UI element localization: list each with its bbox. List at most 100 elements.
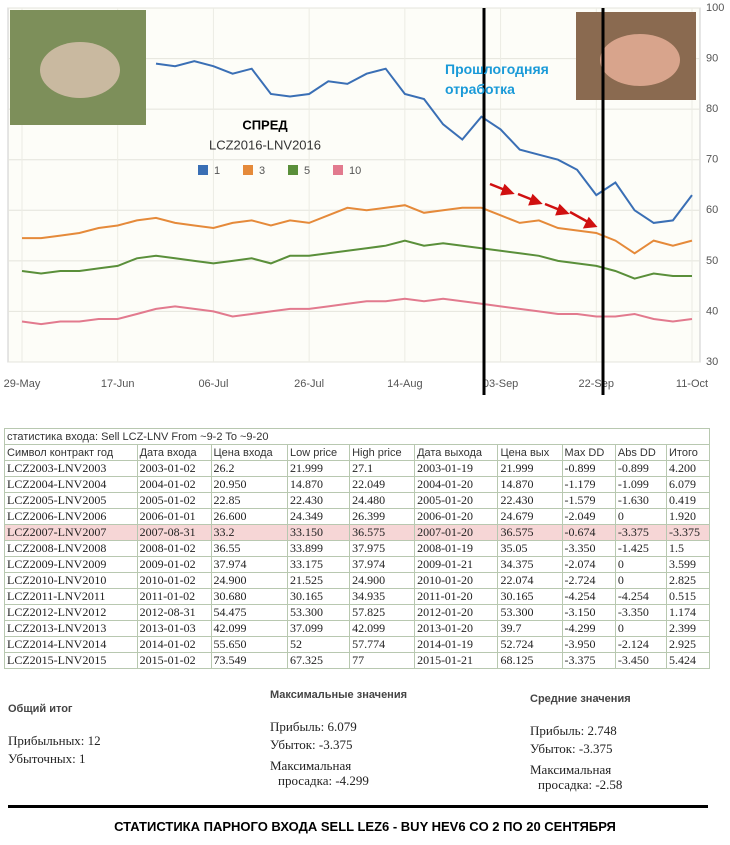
y-tick-label: 30 [706,356,718,368]
legend-label: 10 [349,165,361,177]
cell: 68.125 [497,652,563,669]
x-tick-label: 29-May [4,378,41,390]
table-row: LCZ2011-LNV2011 2011-01-02 30.680 30.165 34.… [4,588,710,605]
legend-swatch [288,165,298,175]
cell: 24.349 [286,508,351,525]
cell: 2011-01-20 [414,588,499,605]
cell: 2013-01-03 [136,620,212,637]
cell: 0 [614,556,668,573]
stats-title: Средние значения [530,693,631,705]
cell: 22.430 [286,492,351,509]
cell: 22.074 [497,572,563,589]
cell: 1.174 [666,604,710,621]
cell: LCZ2015-LNV2015 [4,652,138,669]
stats-total: Общий итог Прибыльных: 12 Убыточных: 1 [8,700,101,768]
cell: -1.630 [614,492,668,509]
cell: 57.825 [349,604,416,621]
header-row: Символ контракт год Дата входа Цена входа L… [4,444,710,461]
cell: 2013-01-20 [414,620,499,637]
cell: 5.424 [666,652,710,669]
header-cell: Итого [666,444,710,461]
header-cell: Дата выхода [414,444,499,461]
photo-cow-shape [40,42,120,98]
cell: 2003-01-19 [414,460,499,477]
cell: 2007-08-31 [136,524,212,541]
stats-line: просадка: -4.299 [278,773,369,788]
cell: LCZ2014-LNV2014 [4,636,138,653]
cell: 37.974 [210,556,288,573]
x-tick-label: 17-Jun [101,378,135,390]
cell: 30.165 [286,588,351,605]
header-cell: Цена входа [210,444,288,461]
y-tick-label: 100 [706,2,724,14]
cell: LCZ2004-LNV2004 [4,476,138,493]
cell: 22.049 [349,476,416,493]
cell: 30.165 [497,588,563,605]
cell: 2003-01-02 [136,460,212,477]
cell: 22.430 [497,492,563,509]
cell: 2012-08-31 [136,604,212,621]
annotation: Прошлогодняя отработка [445,61,549,97]
legend-swatch [198,165,208,175]
x-tick-label: 03-Sep [483,378,518,390]
y-tick-label: 50 [706,255,718,267]
cell: 2004-01-02 [136,476,212,493]
table-row: LCZ2008-LNV2008 2008-01-02 36.55 33.899 37.9… [4,540,710,557]
cell: 34.375 [497,556,563,573]
cell: -1.179 [561,476,616,493]
series-line [21,297,693,326]
cell: 2008-01-19 [414,540,499,557]
cell: 24.900 [210,572,288,589]
cell: LCZ2007-LNV2007 [4,524,138,541]
stats-line: Убыток: -3.375 [530,741,613,756]
cell: 0.515 [666,588,710,605]
cell: 2014-01-02 [136,636,212,653]
cell: 2010-01-20 [414,572,499,589]
stats-line: Прибыль: 6.079 [270,719,357,734]
cell: 1.920 [666,508,710,525]
x-tick-label: 22-Sep [579,378,614,390]
caption-row: статистика входа: Sell LCZ-LNV From ~9-2… [4,428,710,445]
cell: -3.375 [666,524,710,541]
cell: 37.099 [286,620,351,637]
cell: LCZ2011-LNV2011 [4,588,138,605]
cell: -1.579 [561,492,616,509]
y-tick-label: 60 [706,204,718,216]
cell: -0.674 [561,524,616,541]
cell: -2.049 [561,508,616,525]
cell: LCZ2012-LNV2012 [4,604,138,621]
cell: 33.150 [286,524,351,541]
cell: -1.425 [614,540,668,557]
table-row: LCZ2010-LNV2010 2010-01-02 24.900 21.525 24.… [4,572,710,589]
cell: -2.724 [561,572,616,589]
cell: 2015-01-02 [136,652,212,669]
legend-swatch [243,165,253,175]
cell: 53.300 [497,604,563,621]
table-row: LCZ2009-LNV2009 2009-01-02 37.974 33.175 37.… [4,556,710,573]
cell: 36.575 [497,524,563,541]
cell: -3.950 [561,636,616,653]
cell: 2009-01-21 [414,556,499,573]
series-line [22,204,693,255]
cell: 2006-01-01 [136,508,212,525]
photo-pig-shape [600,34,680,86]
cell: 2010-01-02 [136,572,212,589]
cell: -3.150 [561,604,616,621]
cell: -4.299 [561,620,616,637]
stats-max: Максимальные значения Прибыль: 6.079 Убыто… [270,686,407,788]
cell: -2.124 [614,636,668,653]
table-row: LCZ2007-LNV2007 2007-08-31 33.2 33.150 36.57… [4,524,710,541]
cell: 3.599 [666,556,710,573]
stats-title: Максимальные значения [270,689,408,701]
cell: LCZ2009-LNV2009 [4,556,138,573]
stats-line: просадка: -2.58 [538,777,623,792]
cell: 2004-01-20 [414,476,499,493]
chart: 30 40 50 60 70 80 90 100 29-May 17-Jun 06-Jul 26-Ju… [4,2,724,395]
cell: -3.375 [561,652,616,669]
cell: 14.870 [497,476,563,493]
cell: 2011-01-02 [136,588,212,605]
cell: 57.774 [349,636,416,653]
cell: 2.825 [666,572,710,589]
stats-table: статистика входа: Sell LCZ-LNV From ~9-2… [4,428,710,669]
